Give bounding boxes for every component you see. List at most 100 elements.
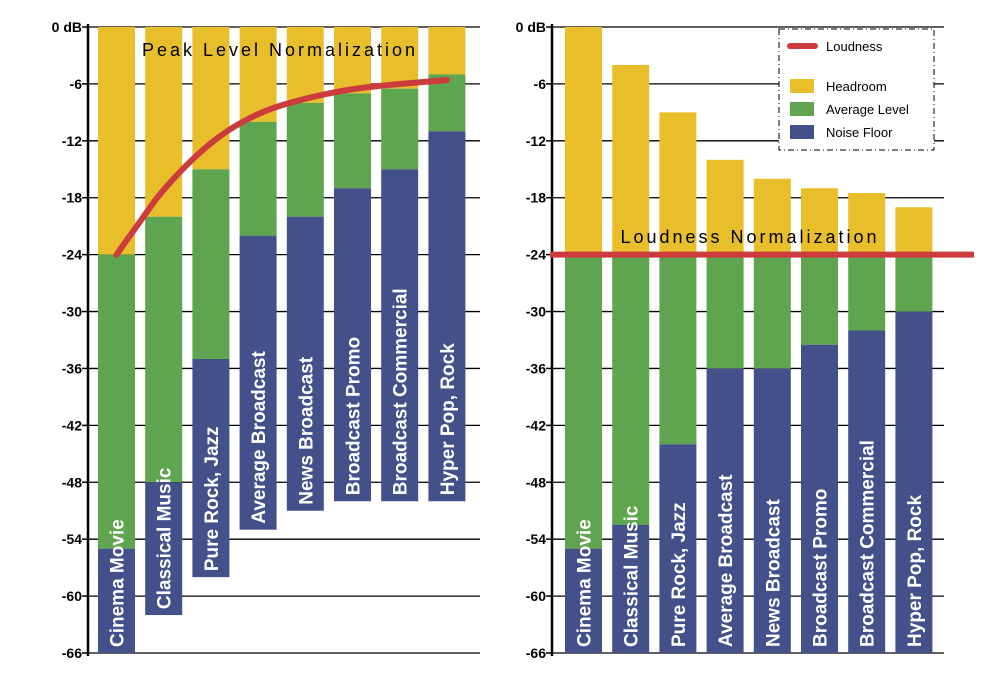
legend-label: Average Level bbox=[826, 102, 909, 117]
bar-noise-floor bbox=[286, 216, 324, 511]
y-tick-label: -30 bbox=[526, 304, 546, 320]
bar-average-level bbox=[612, 254, 650, 525]
bar-headroom bbox=[612, 64, 650, 255]
bar-group: Average Broadcast bbox=[706, 159, 744, 653]
chart-panel-2: 0 dB -6 -12 -18 -24 -30 -36 -42 -48 -54 -60 -66 Cine… bbox=[516, 19, 974, 661]
bar-average-level bbox=[565, 254, 602, 549]
y-tick-label: -18 bbox=[62, 190, 82, 206]
bar-headroom bbox=[145, 27, 183, 217]
bar-headroom bbox=[428, 27, 466, 75]
legend-label: Noise Floor bbox=[826, 125, 893, 140]
chart-title: Loudness Normalization bbox=[620, 227, 879, 247]
category-label: Classical Music bbox=[622, 505, 643, 647]
bar-group: News Broadcast bbox=[286, 27, 324, 511]
chart-title: Peak Level Normalization bbox=[142, 40, 418, 60]
bar-group: Classical Music bbox=[612, 64, 650, 653]
bar-group: Classical Music bbox=[145, 27, 183, 616]
bar-noise-floor bbox=[192, 358, 230, 578]
bar-group: Pure Rock, Jazz bbox=[192, 27, 230, 578]
y-tick-label: -54 bbox=[526, 531, 546, 547]
legend-label: Loudness bbox=[826, 39, 883, 54]
bar-group: Hyper Pop, Rock bbox=[895, 207, 933, 653]
bar-headroom bbox=[286, 27, 324, 103]
y-tick-label: -60 bbox=[526, 588, 546, 604]
bar-group: Broadcast Commercial bbox=[848, 192, 886, 653]
chart-panel-1: 0 dB -6 -12 -18 -24 -30 -36 -42 -48 -54 -60 -66 Cine… bbox=[52, 19, 480, 661]
bar-noise-floor bbox=[239, 235, 277, 530]
bar-group: Broadcast Commercial bbox=[381, 27, 419, 502]
bar-average-level bbox=[192, 169, 230, 359]
y-tick-label: -60 bbox=[62, 588, 82, 604]
y-tick-label: -48 bbox=[62, 474, 82, 490]
bar-noise-floor bbox=[659, 444, 697, 653]
bar-noise-floor bbox=[334, 188, 371, 502]
bar-average-level bbox=[381, 88, 419, 170]
category-label: Broadcast Promo bbox=[344, 337, 365, 495]
bar-average-level bbox=[706, 254, 744, 369]
category-label: Broadcast Commercial bbox=[858, 440, 879, 647]
bar-headroom bbox=[565, 27, 602, 255]
y-tick-label: -54 bbox=[62, 531, 82, 547]
category-label: Cinema Movie bbox=[575, 519, 596, 647]
bar-average-level bbox=[659, 254, 697, 445]
loudness-curve bbox=[113, 77, 450, 258]
bar-group: Cinema Movie bbox=[565, 27, 602, 653]
bar-headroom bbox=[381, 27, 419, 89]
bar-noise-floor bbox=[145, 482, 183, 616]
y-tick-label: -24 bbox=[526, 247, 546, 263]
legend-label: Headroom bbox=[826, 79, 887, 94]
category-label: Hyper Pop, Rock bbox=[905, 495, 926, 647]
bar-group: Hyper Pop, Rock bbox=[428, 27, 466, 502]
y-tick-label: -12 bbox=[526, 133, 546, 149]
y-tick-label: -12 bbox=[62, 133, 82, 149]
bar-headroom bbox=[659, 112, 697, 255]
bar-headroom bbox=[801, 188, 838, 255]
bar-noise-floor bbox=[565, 548, 602, 653]
bar-headroom bbox=[706, 159, 744, 255]
category-label: News Broadcast bbox=[763, 498, 784, 647]
bar-noise-floor bbox=[801, 344, 838, 653]
bar-average-level bbox=[286, 102, 324, 217]
bar-average-level bbox=[895, 254, 933, 312]
bar-average-level bbox=[801, 254, 838, 345]
bar-average-level bbox=[239, 121, 277, 236]
category-label: Hyper Pop, Rock bbox=[438, 343, 459, 495]
y-tick-label: -42 bbox=[62, 417, 82, 433]
bar-group: Average Broadcast bbox=[239, 27, 277, 530]
bar-headroom bbox=[848, 192, 886, 255]
y-tick-label: -36 bbox=[62, 360, 82, 376]
category-label: Broadcast Promo bbox=[811, 489, 832, 647]
bar-noise-floor bbox=[98, 548, 135, 653]
bar-group: Broadcast Promo bbox=[334, 27, 371, 502]
bar-group: Broadcast Promo bbox=[801, 188, 838, 653]
category-label: Pure Rock, Jazz bbox=[669, 502, 690, 647]
bar-group: Cinema Movie bbox=[98, 27, 135, 653]
y-tick-label: -66 bbox=[526, 645, 546, 661]
y-tick-label: -6 bbox=[70, 76, 83, 92]
legend-swatch bbox=[790, 79, 814, 93]
bar-noise-floor bbox=[895, 311, 933, 653]
bar-average-level bbox=[753, 254, 791, 369]
y-tick-label: -24 bbox=[62, 247, 82, 263]
bar-average-level bbox=[145, 216, 183, 483]
bar-headroom bbox=[98, 27, 135, 255]
y-tick-label: -42 bbox=[526, 417, 546, 433]
y-tick-label: -18 bbox=[526, 190, 546, 206]
category-label: Pure Rock, Jazz bbox=[202, 426, 223, 571]
category-label: Average Broadcast bbox=[716, 474, 737, 647]
bar-noise-floor bbox=[428, 131, 466, 502]
y-tick-label: 0 dB bbox=[52, 19, 82, 35]
bar-group: Pure Rock, Jazz bbox=[659, 112, 697, 653]
category-label: Cinema Movie bbox=[108, 519, 129, 647]
legend: Loudness Headroom Average Level Noise Floor bbox=[778, 28, 935, 151]
bar-noise-floor bbox=[753, 368, 791, 653]
bar-headroom bbox=[334, 27, 371, 94]
y-tick-label: -6 bbox=[534, 76, 547, 92]
y-tick-label: 0 dB bbox=[516, 19, 546, 35]
bar-noise-floor bbox=[381, 169, 419, 502]
bar-noise-floor bbox=[848, 330, 886, 653]
y-tick-label: -66 bbox=[62, 645, 82, 661]
legend-swatch bbox=[790, 125, 814, 139]
bar-group: News Broadcast bbox=[753, 178, 791, 653]
